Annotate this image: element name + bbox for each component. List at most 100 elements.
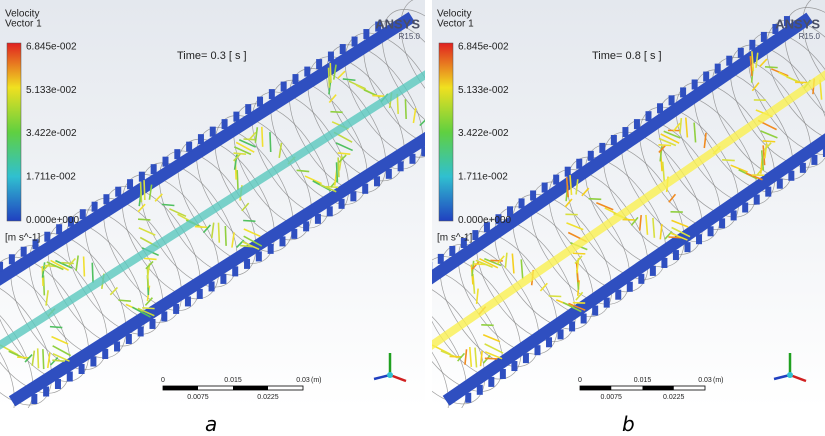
legend-tick-label: 1.711e-002	[458, 172, 508, 183]
fin	[268, 244, 274, 254]
fin	[449, 246, 455, 256]
streak	[262, 127, 263, 147]
streak	[162, 204, 175, 205]
fin	[244, 259, 250, 269]
streak	[225, 226, 226, 246]
fin	[731, 210, 737, 220]
fin	[692, 79, 698, 89]
fin	[279, 236, 285, 246]
fin	[800, 163, 806, 173]
fin	[754, 195, 760, 205]
fin	[256, 251, 262, 261]
fin	[257, 97, 263, 107]
scale-bar	[580, 386, 611, 390]
fin	[197, 289, 203, 299]
fin	[233, 112, 239, 122]
legend-tick-label: 6.845e-002	[458, 42, 509, 53]
fin	[80, 209, 86, 219]
color-bar	[7, 43, 21, 221]
fin	[599, 143, 605, 153]
time-label: Time= 0.3 [ s ]	[177, 50, 247, 62]
fin	[304, 67, 310, 77]
fin	[650, 266, 656, 276]
streak	[658, 145, 671, 146]
streak	[329, 68, 330, 88]
streak	[337, 162, 338, 182]
streak	[43, 349, 44, 369]
streak	[50, 327, 62, 328]
streak	[338, 157, 339, 177]
fin	[588, 151, 594, 161]
fin	[281, 82, 287, 92]
brand: ANSYS	[375, 16, 420, 31]
fin	[622, 127, 628, 137]
scale-label: 0.0075	[601, 394, 623, 401]
streak	[141, 182, 142, 202]
fin	[303, 221, 309, 231]
fin	[352, 37, 358, 47]
fin	[21, 247, 27, 257]
streak	[549, 296, 562, 297]
fin	[186, 142, 192, 152]
legend-tick-label: 3.422e-002	[458, 128, 509, 139]
fin	[726, 56, 732, 66]
fin	[92, 202, 98, 212]
scale-label: 0.0225	[663, 394, 685, 401]
legend-tick-label: 5.133e-002	[458, 85, 509, 96]
streak	[243, 220, 255, 221]
fin	[472, 230, 478, 240]
fin	[558, 329, 564, 339]
fin	[162, 157, 168, 167]
fin	[488, 377, 494, 387]
fin	[269, 89, 275, 99]
axis-origin	[387, 372, 393, 378]
fin	[103, 194, 109, 204]
streak	[52, 360, 64, 361]
fin	[386, 169, 392, 179]
legend-subtitle: Vector 1	[437, 19, 474, 30]
streak	[405, 99, 406, 119]
fin	[438, 254, 444, 264]
fin	[611, 135, 617, 145]
fin	[398, 161, 404, 171]
fin	[327, 206, 333, 216]
fin	[719, 218, 725, 228]
fin	[127, 179, 133, 189]
fin	[185, 296, 191, 306]
fin	[173, 304, 179, 314]
streak	[573, 253, 586, 254]
fin	[703, 72, 709, 82]
fin	[749, 40, 755, 50]
fin	[126, 334, 132, 344]
fin	[55, 379, 61, 389]
streak	[237, 170, 238, 190]
fin	[627, 282, 633, 292]
fin	[680, 87, 686, 97]
fin	[149, 319, 155, 329]
streak	[765, 67, 778, 68]
fin	[114, 341, 120, 351]
legend-subtitle: Vector 1	[5, 19, 42, 30]
fin	[523, 353, 529, 363]
fin	[340, 44, 346, 54]
legend-tick-label: 1.711e-002	[26, 172, 76, 183]
fin	[715, 64, 721, 74]
streak	[17, 357, 29, 358]
legend-unit: [m s^-1]	[5, 233, 40, 244]
fin	[44, 232, 50, 242]
fin	[31, 394, 37, 404]
streak	[763, 141, 776, 142]
fin	[661, 258, 667, 268]
brand: ANSYS	[775, 16, 820, 31]
fin	[765, 187, 771, 197]
streak	[372, 96, 384, 97]
color-bar	[439, 43, 453, 221]
fin	[638, 274, 644, 284]
scale-label: 0.03	[296, 377, 310, 384]
legend-tick-label: 0.000e+000	[458, 215, 512, 226]
time-label: Time= 0.8 [ s ]	[592, 50, 662, 62]
scale-bar	[233, 386, 268, 390]
streak	[589, 199, 602, 200]
